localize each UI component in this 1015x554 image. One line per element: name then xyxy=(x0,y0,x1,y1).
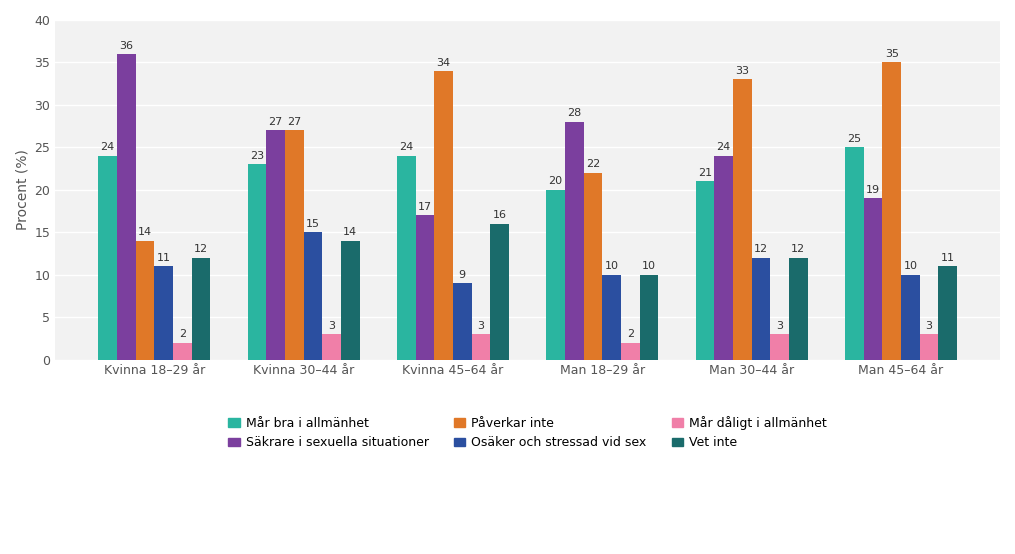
Text: 27: 27 xyxy=(287,117,301,127)
Text: 35: 35 xyxy=(885,49,898,59)
Bar xyxy=(770,334,789,360)
Bar xyxy=(173,342,192,360)
Bar xyxy=(584,173,602,360)
Text: 3: 3 xyxy=(328,321,335,331)
Text: 24: 24 xyxy=(399,142,413,152)
Bar xyxy=(621,342,639,360)
Text: 23: 23 xyxy=(250,151,264,161)
Text: 11: 11 xyxy=(156,253,171,263)
Bar xyxy=(397,156,415,360)
Bar xyxy=(602,275,621,360)
Bar xyxy=(752,258,770,360)
Text: 33: 33 xyxy=(735,66,749,76)
Bar xyxy=(303,232,323,360)
Text: 25: 25 xyxy=(848,134,862,144)
Text: 27: 27 xyxy=(269,117,283,127)
Bar xyxy=(920,334,939,360)
Bar xyxy=(415,216,434,360)
Legend: Mår bra i allmänhet, Säkrare i sexuella situationer, Påverkar inte, Osäker och s: Mår bra i allmänhet, Säkrare i sexuella … xyxy=(222,410,833,456)
Bar xyxy=(192,258,210,360)
Bar xyxy=(565,122,584,360)
Text: 24: 24 xyxy=(100,142,115,152)
Text: 15: 15 xyxy=(306,219,320,229)
Bar xyxy=(864,198,882,360)
Text: 12: 12 xyxy=(194,244,208,254)
Text: 2: 2 xyxy=(179,329,186,339)
Bar xyxy=(136,240,154,360)
Bar xyxy=(341,240,359,360)
Bar xyxy=(715,156,733,360)
Bar xyxy=(266,130,285,360)
Text: 20: 20 xyxy=(548,176,562,186)
Text: 22: 22 xyxy=(586,160,600,170)
Text: 19: 19 xyxy=(866,185,880,195)
Bar xyxy=(845,147,864,360)
Bar xyxy=(789,258,808,360)
Text: 10: 10 xyxy=(642,261,656,271)
Bar xyxy=(733,79,752,360)
Text: 14: 14 xyxy=(343,227,357,237)
Text: 10: 10 xyxy=(903,261,918,271)
Bar xyxy=(453,283,472,360)
Bar xyxy=(323,334,341,360)
Text: 12: 12 xyxy=(792,244,806,254)
Bar xyxy=(490,224,509,360)
Text: 10: 10 xyxy=(605,261,619,271)
Text: 28: 28 xyxy=(567,109,582,119)
Bar xyxy=(472,334,490,360)
Bar xyxy=(154,266,173,360)
Text: 2: 2 xyxy=(627,329,634,339)
Text: 3: 3 xyxy=(477,321,484,331)
Bar xyxy=(939,266,957,360)
Bar xyxy=(98,156,117,360)
Text: 17: 17 xyxy=(418,202,432,212)
Bar xyxy=(285,130,303,360)
Text: 14: 14 xyxy=(138,227,152,237)
Bar xyxy=(882,63,901,360)
Text: 9: 9 xyxy=(459,270,466,280)
Text: 16: 16 xyxy=(492,211,506,220)
Bar xyxy=(546,190,565,360)
Bar xyxy=(117,54,136,360)
Y-axis label: Procent (%): Procent (%) xyxy=(15,150,29,230)
Text: 3: 3 xyxy=(776,321,784,331)
Text: 34: 34 xyxy=(436,58,451,68)
Bar xyxy=(434,71,453,360)
Text: 12: 12 xyxy=(754,244,768,254)
Text: 21: 21 xyxy=(698,168,713,178)
Bar xyxy=(901,275,920,360)
Bar xyxy=(639,275,659,360)
Text: 24: 24 xyxy=(717,142,731,152)
Text: 36: 36 xyxy=(119,40,133,50)
Text: 3: 3 xyxy=(926,321,933,331)
Bar xyxy=(248,165,266,360)
Bar xyxy=(695,181,715,360)
Text: 11: 11 xyxy=(941,253,955,263)
